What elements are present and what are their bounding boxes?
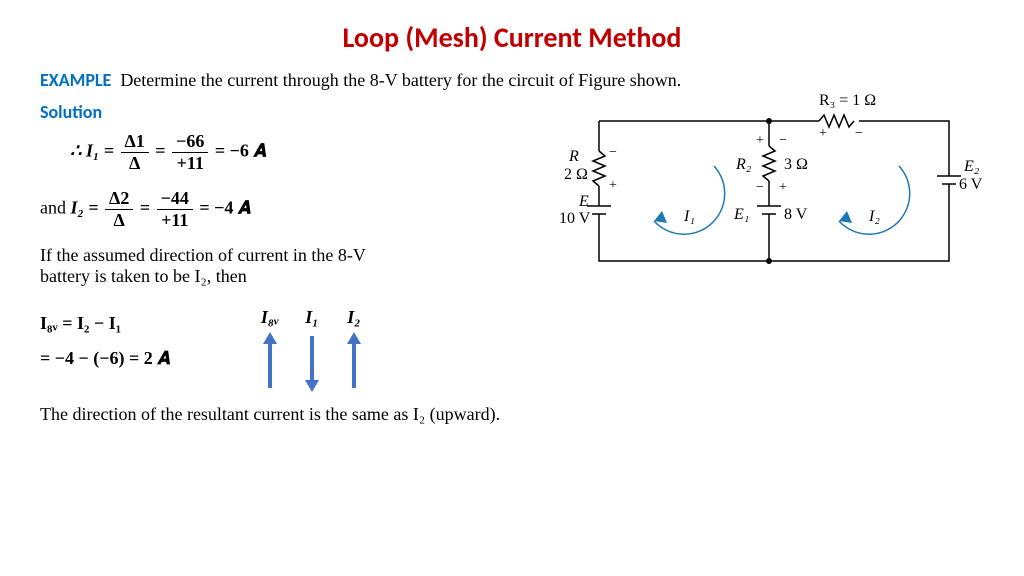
arrow-label-i1: I₁ (305, 307, 318, 328)
svg-text:I₂: I₂ (868, 208, 880, 225)
svg-text:2 Ω: 2 Ω (564, 166, 588, 183)
svg-text:−: − (779, 133, 787, 148)
svg-text:−: − (609, 145, 617, 160)
svg-text:E₁: E₁ (733, 206, 749, 223)
svg-text:+: + (819, 126, 827, 141)
svg-text:E: E (578, 193, 589, 210)
svg-text:E₂: E₂ (963, 158, 980, 175)
arrow-up-icon (344, 332, 364, 392)
example-line: EXAMPLE Determine the current through th… (40, 69, 984, 91)
svg-text:−: − (855, 126, 863, 141)
equation-i8v-b: = −4 − (−6) = 2 𝑨 (40, 348, 170, 369)
svg-text:6 V: 6 V (959, 176, 983, 193)
page-title: Loop (Mesh) Current Method (40, 20, 984, 55)
svg-text:R₃ = 1 Ω: R₃ = 1 Ω (819, 92, 876, 109)
svg-text:+: + (756, 133, 764, 148)
svg-text:10 V: 10 V (559, 210, 591, 227)
svg-text:+: + (779, 180, 787, 195)
equation-i2: and I₂ = Δ2Δ = −44+11 = −4 𝑨 (40, 188, 559, 231)
svg-text:I₁: I₁ (683, 208, 695, 225)
circuit-diagram: R 2 Ω E 10 V R₂ 3 Ω E₁ 8 V R₃ = 1 Ω E₂ 6… (559, 91, 989, 291)
example-text: Determine the current through the 8-V ba… (120, 70, 681, 90)
svg-text:R₂: R₂ (735, 156, 752, 173)
arrow-diagram: I₈ᵥ I₁ I₂ (260, 307, 364, 392)
svg-text:8 V: 8 V (784, 206, 808, 223)
svg-text:+: + (609, 178, 617, 193)
equation-i8v-a: I₈ᵥ = I₂ − I₁ (40, 313, 170, 334)
svg-text:R: R (568, 148, 579, 165)
paragraph-conclusion: The direction of the resultant current i… (40, 404, 559, 425)
arrow-label-i8v: I₈ᵥ (261, 307, 279, 328)
example-label: EXAMPLE (40, 69, 111, 91)
equation-i1: ∴ I₁ = Δ1Δ = −66+11 = −6 𝑨 (70, 131, 559, 174)
paragraph-assumption: If the assumed direction of current in t… (40, 245, 400, 287)
svg-text:3 Ω: 3 Ω (784, 156, 808, 173)
arrow-down-icon (302, 332, 322, 392)
arrow-label-i2: I₂ (347, 307, 360, 328)
solution-label: Solution (40, 101, 559, 123)
arrow-up-icon (260, 332, 280, 392)
svg-text:−: − (756, 180, 764, 195)
